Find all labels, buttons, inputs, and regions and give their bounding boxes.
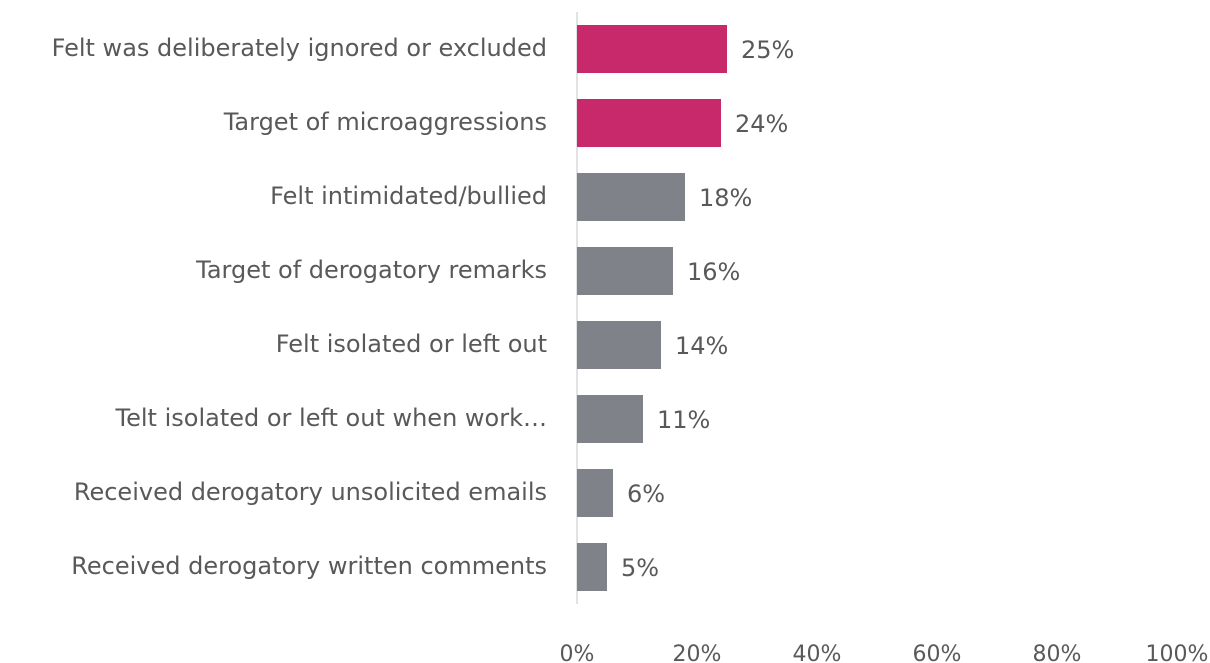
x-tick-label: 80% (1033, 642, 1082, 663)
data-label: 11% (657, 406, 710, 434)
data-label: 24% (735, 110, 788, 138)
y-tick-label: Felt isolated or left out (276, 330, 547, 358)
bar (577, 543, 607, 591)
data-label: 18% (699, 184, 752, 212)
x-tick-label: 0% (560, 642, 595, 663)
y-tick-label: Telt isolated or left out when work… (115, 404, 547, 432)
x-tick-label: 60% (913, 642, 962, 663)
y-tick-label: Received derogatory written comments (71, 552, 547, 580)
bar (577, 321, 661, 369)
y-tick-label: Felt was deliberately ignored or exclude… (52, 34, 547, 62)
data-label: 16% (687, 258, 740, 286)
y-tick-label: Target of microaggressions (223, 108, 547, 136)
data-label: 14% (675, 332, 728, 360)
bar (577, 25, 727, 73)
bar (577, 395, 643, 443)
data-label: 25% (741, 36, 794, 64)
x-tick-label: 40% (793, 642, 842, 663)
y-tick-label: Target of derogatory remarks (195, 256, 547, 284)
bar (577, 469, 613, 517)
y-tick-label: Felt intimidated/bullied (270, 182, 547, 210)
y-tick-label: Received derogatory unsolicited emails (74, 478, 547, 506)
bar (577, 173, 685, 221)
data-label: 5% (621, 554, 659, 582)
bar (577, 99, 721, 147)
x-tick-label: 100% (1146, 642, 1209, 663)
bar (577, 247, 673, 295)
data-label: 6% (627, 480, 665, 508)
x-tick-label: 20% (673, 642, 722, 663)
